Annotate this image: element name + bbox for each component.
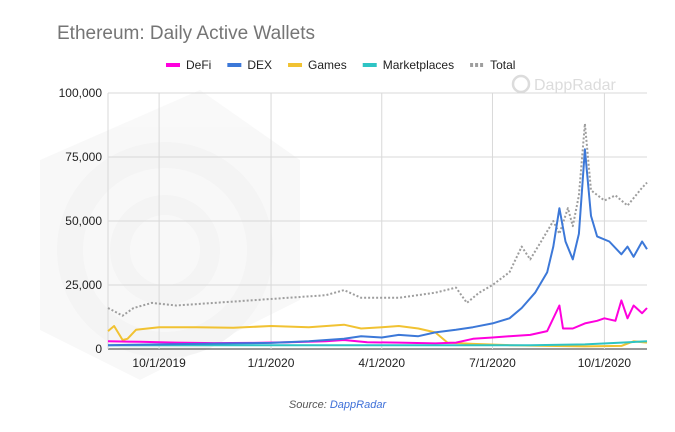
x-tick-label: 10/1/2020 — [578, 356, 632, 370]
x-axis: 10/1/2019 1/1/2020 4/1/2020 7/1/2020 10/1/20… — [132, 356, 631, 370]
y-axis: 0 25,000 50,000 75,000 100,000 — [59, 86, 103, 356]
source-label: Source: — [288, 399, 327, 411]
series-line-marketplaces — [108, 340, 648, 347]
series-line-total — [107, 122, 648, 317]
x-tick-label: 4/1/2020 — [358, 356, 405, 370]
gridlines — [107, 92, 647, 350]
source-note: Source: DappRadar — [0, 399, 675, 411]
watermark-text: DappRadar — [511, 74, 617, 94]
legend-label-dex: DEX — [247, 58, 272, 72]
legend-label-games: Games — [308, 58, 347, 72]
chart-title: Ethereum: Daily Active Wallets — [57, 23, 315, 44]
y-tick-label: 0 — [95, 342, 102, 356]
x-tick-label: 7/1/2020 — [469, 356, 516, 370]
watermark-label: DappRadar — [534, 77, 617, 94]
x-tick-label: 10/1/2019 — [132, 356, 186, 370]
watermark-logo-icon — [40, 90, 300, 380]
legend-label-marketplaces: Marketplaces — [383, 58, 454, 72]
series-lines — [107, 122, 648, 348]
legend-label-defi: DeFi — [186, 58, 211, 72]
chart: DappRadar Ethereum: Daily Active Wallets… — [40, 23, 648, 380]
series-line-games — [107, 323, 648, 348]
x-tick-label: 1/1/2020 — [248, 356, 295, 370]
y-tick-label: 100,000 — [59, 86, 103, 100]
source-link[interactable]: DappRadar — [329, 399, 387, 411]
y-tick-label: 75,000 — [65, 150, 102, 164]
y-tick-label: 50,000 — [65, 214, 102, 228]
legend-label-total: Total — [490, 58, 515, 72]
legend: DeFi DEX Games Marketplaces Total — [166, 58, 515, 72]
series-line-dex — [107, 148, 648, 347]
y-tick-label: 25,000 — [65, 278, 102, 292]
